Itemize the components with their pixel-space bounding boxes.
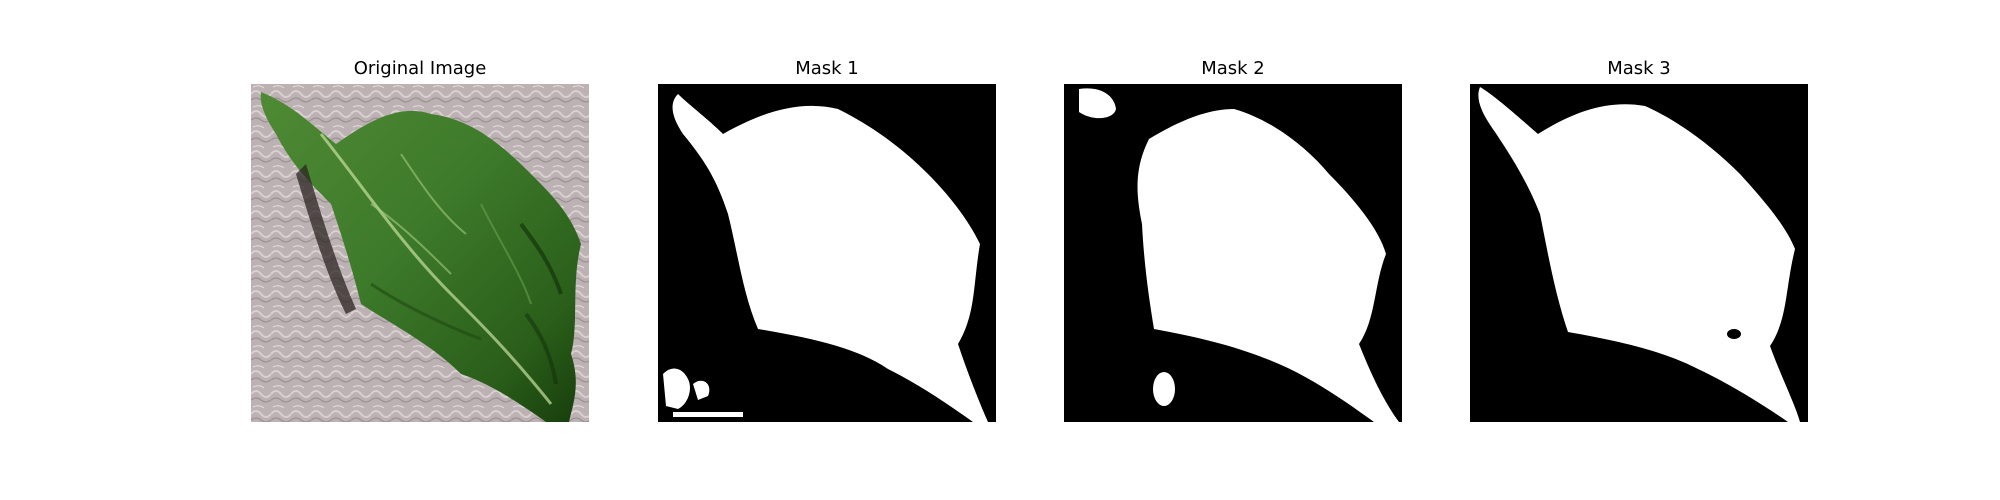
original-image — [251, 84, 589, 422]
mask-foreground — [1478, 87, 1800, 422]
mask-foreground — [1137, 109, 1399, 422]
mask-blob — [673, 412, 743, 417]
mask-2 — [1064, 84, 1402, 422]
panel-title-mask-3: Mask 3 — [1607, 58, 1671, 79]
mask-blob — [1153, 372, 1175, 406]
mask-foreground — [672, 94, 988, 422]
leaf-midrib — [319, 133, 553, 405]
mask-hole — [1727, 329, 1741, 339]
leaf — [260, 92, 581, 422]
panel-title-mask-2: Mask 2 — [1201, 58, 1265, 79]
mask-1 — [658, 84, 996, 422]
original-image-panel — [251, 84, 589, 422]
mask-blob — [663, 368, 690, 409]
mask-3-panel — [1470, 84, 1808, 422]
mask-2-panel — [1064, 84, 1402, 422]
panel-title-original-image: Original Image — [353, 58, 487, 79]
leaf-shadow — [296, 164, 356, 314]
mask-3 — [1470, 84, 1808, 422]
panel-title-mask-1: Mask 1 — [795, 58, 859, 79]
mask-1-panel — [658, 84, 996, 422]
mask-blob — [693, 380, 710, 400]
mask-blob — [1079, 88, 1116, 119]
